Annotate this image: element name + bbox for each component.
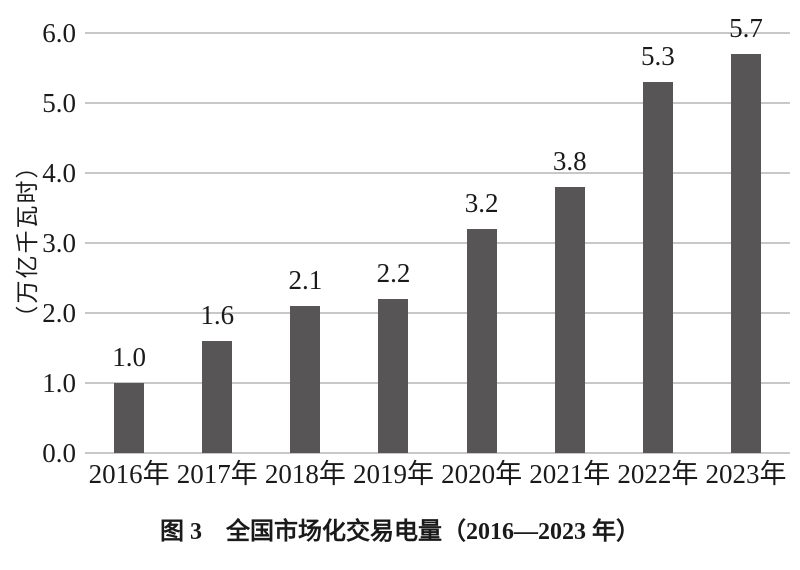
bar-column: 2.1 (261, 33, 349, 453)
y-axis-tick-label: 1.0 (42, 368, 76, 398)
gridline (85, 102, 790, 104)
x-axis-tick-label: 2021年 (529, 459, 611, 489)
gridline (85, 452, 790, 454)
gridline (85, 172, 790, 174)
bar-value-label: 5.7 (729, 13, 763, 43)
bar (290, 306, 321, 453)
bar (554, 187, 585, 453)
x-axis-tick-label: 2017年 (176, 459, 258, 489)
bar-value-label: 3.2 (464, 188, 499, 218)
x-axis-tick-label: 2022年 (617, 459, 699, 489)
x-axis-tick-label: 2016年 (88, 459, 170, 489)
bar (202, 341, 233, 453)
y-axis-tick-label: 5.0 (42, 88, 76, 118)
bar-value-label: 2.2 (376, 258, 411, 288)
bar-column: 5.7 (702, 15, 790, 453)
bar-value-label: 3.8 (552, 146, 587, 176)
x-axis-tick-label: 2023年 (705, 459, 787, 489)
bar-column: 5.3 (614, 33, 702, 453)
gridline (85, 242, 790, 244)
y-axis-tick-label: 4.0 (42, 158, 76, 188)
plot-area: 1.0 1.6 2.1 2.2 3.2 3.8 5.3 5.7 (85, 15, 790, 454)
x-axis-tick-label: 2018年 (264, 459, 346, 489)
bar (466, 229, 497, 453)
bar (730, 54, 761, 453)
bar-column: 1.0 (85, 33, 173, 453)
y-axis-tick-label: 3.0 (42, 228, 76, 258)
bar-value-label: 5.3 (640, 41, 675, 71)
x-axis-tick-label: 2019年 (352, 459, 434, 489)
bar-column: 1.6 (173, 33, 261, 453)
x-axis-tick-label: 2020年 (441, 459, 523, 489)
bar-series: 1.0 1.6 2.1 2.2 3.2 3.8 5.3 5.7 (85, 15, 790, 453)
figure-caption: 图 3 全国市场化交易电量（2016—2023 年） (160, 519, 640, 545)
bar-value-label: 1.6 (200, 300, 235, 330)
bar (378, 299, 409, 453)
gridline (85, 32, 790, 34)
bar-column: 2.2 (349, 33, 437, 453)
bar-value-label: 1.0 (112, 342, 146, 372)
gridline (85, 382, 790, 384)
x-axis: 2016年 2017年 2018年 2019年 2020年 2021年 2022年 2023年 (85, 459, 790, 489)
bar-column: 3.2 (438, 33, 526, 453)
y-axis-tick-label: 0.0 (42, 438, 76, 468)
bar-value-label: 2.1 (288, 265, 323, 295)
gridline (85, 312, 790, 314)
y-axis-tick-label: 2.0 (42, 298, 76, 328)
y-axis-tick-label: 6.0 (42, 18, 76, 48)
bar (114, 383, 145, 453)
bar-column: 3.8 (526, 33, 614, 453)
bar (642, 82, 673, 453)
y-axis: 6.0 5.0 4.0 3.0 2.0 1.0 0.0 (0, 0, 76, 570)
